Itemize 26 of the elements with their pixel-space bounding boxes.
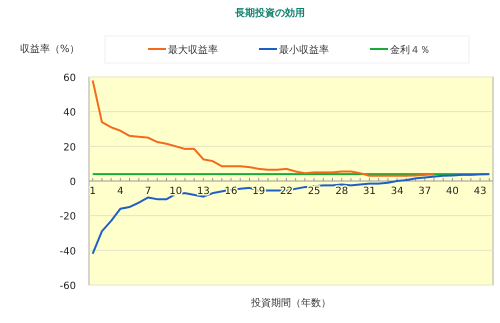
- legend-label: 最大収益率: [168, 44, 218, 56]
- y-axis-title: 収益率（%）: [20, 43, 80, 55]
- x-tick-label: 25: [308, 186, 320, 197]
- y-tick-label: -40: [60, 246, 76, 258]
- x-tick-label: 28: [335, 186, 348, 197]
- legend-label: 金利４％: [390, 44, 430, 56]
- x-tick-label: 1: [90, 186, 96, 197]
- x-tick-label: 13: [197, 186, 210, 197]
- y-tick-label: 0: [70, 177, 76, 188]
- legend-label: 最小収益率: [279, 44, 329, 56]
- y-tick-label: 40: [63, 108, 76, 119]
- x-tick-label: 4: [117, 186, 124, 197]
- y-tick-label: -60: [60, 281, 76, 292]
- y-tick-label: 20: [63, 142, 76, 154]
- x-tick-label: 43: [474, 186, 486, 197]
- line-series: [92, 173, 490, 255]
- x-tick-label: 31: [363, 186, 376, 197]
- x-tick-label: 40: [446, 186, 459, 197]
- chart-title: 長期投資の効用: [234, 7, 305, 19]
- x-tick-label: 7: [144, 186, 152, 197]
- x-axis-title: 投資期間（年数）: [250, 297, 331, 309]
- y-tick-label: 60: [63, 73, 76, 84]
- x-tick-label: 37: [418, 186, 432, 197]
- x-tick-label: 34: [390, 186, 404, 197]
- y-tick-label: -20: [60, 212, 76, 223]
- line-series: [92, 79, 435, 177]
